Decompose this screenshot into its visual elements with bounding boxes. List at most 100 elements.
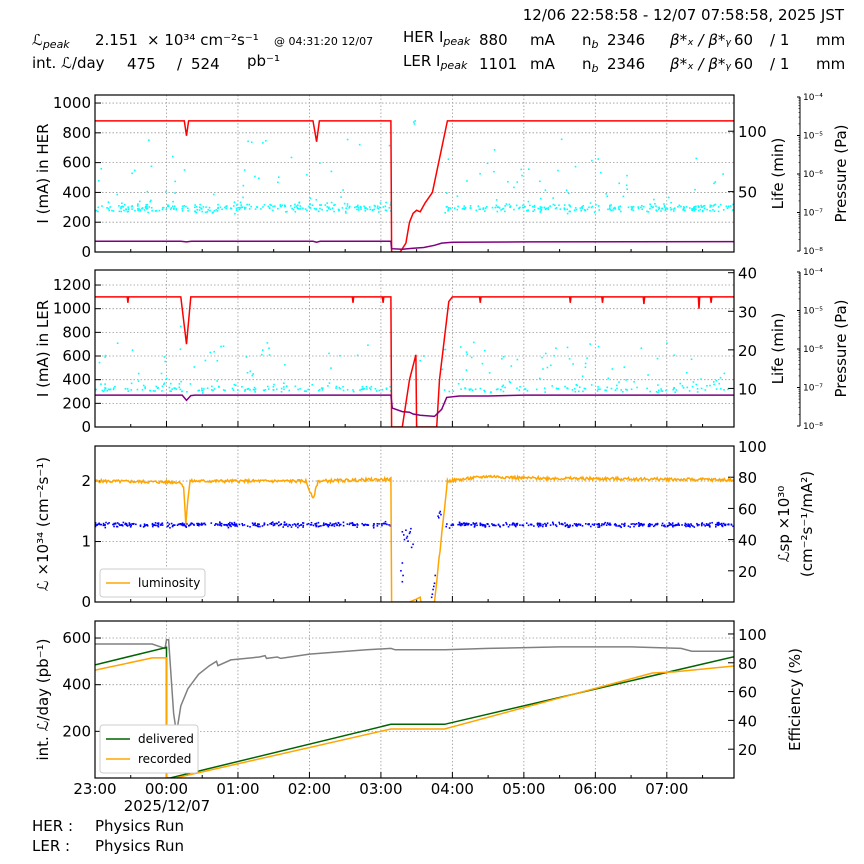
lifetime-point	[353, 206, 356, 209]
lifetime-point	[273, 383, 275, 386]
lifetime-point	[582, 204, 585, 207]
right-y-tick-label: 100	[738, 123, 767, 141]
lifetime-point	[299, 205, 302, 207]
lifetime-point	[320, 387, 323, 389]
lifetime-point	[680, 205, 682, 208]
lifetime-point	[692, 381, 695, 383]
specific-luminosity-point	[157, 523, 160, 526]
specific-luminosity-point	[511, 523, 514, 525]
lifetime-point	[181, 208, 184, 210]
lifetime-point	[685, 206, 688, 208]
specific-luminosity-point	[151, 522, 154, 525]
specific-luminosity-point	[380, 523, 383, 525]
specific-luminosity-point	[100, 523, 102, 526]
lifetime-point	[198, 209, 201, 211]
lifetime-point	[158, 209, 161, 212]
specific-luminosity-point	[309, 523, 312, 526]
lifetime-point	[479, 172, 481, 175]
lifetime-point	[713, 210, 716, 212]
y-tick-label: 1	[81, 533, 91, 551]
lifetime-point	[452, 390, 455, 393]
lifetime-point	[674, 391, 676, 393]
specific-luminosity-point	[114, 523, 117, 525]
lifetime-point	[597, 388, 599, 390]
lifetime-point	[286, 210, 288, 213]
lifetime-point	[502, 355, 505, 358]
lifetime-point	[684, 209, 686, 212]
right-y-tick-label: 10	[738, 380, 757, 398]
lifetime-point	[573, 387, 576, 390]
lifetime-point	[179, 325, 182, 328]
specific-luminosity-point	[329, 522, 332, 524]
lifetime-point	[657, 384, 659, 386]
lifetime-point	[447, 206, 450, 209]
specific-luminosity-point	[696, 524, 699, 527]
lifetime-point	[130, 382, 133, 385]
lifetime-point	[268, 354, 271, 356]
lifetime-point	[731, 209, 734, 211]
specific-luminosity-point	[499, 526, 502, 528]
specific-luminosity-point	[716, 522, 719, 524]
lifetime-point	[385, 201, 387, 204]
lifetime-point	[626, 174, 628, 177]
lifetime-point	[213, 350, 216, 353]
lifetime-point	[610, 387, 613, 390]
y-tick-label: 400	[62, 371, 91, 389]
specific-luminosity-point	[638, 523, 641, 525]
specific-luminosity-point	[233, 521, 236, 524]
lifetime-point	[611, 368, 614, 370]
lifetime-point	[145, 207, 147, 209]
lifetime-point	[457, 205, 459, 208]
pressure-tick-label: 10⁻⁴	[803, 268, 823, 278]
lifetime-point	[166, 205, 169, 207]
ler-ipeak-text: LER I	[403, 52, 440, 70]
lifetime-point	[729, 205, 732, 207]
lifetime-point	[700, 204, 702, 207]
specific-luminosity-point	[467, 522, 470, 525]
specific-luminosity-point	[647, 525, 650, 528]
her-beta-label: β*ₓ / β*ᵧ	[669, 31, 731, 49]
x-tick-label: 00:00	[145, 780, 188, 798]
specific-luminosity-point	[476, 524, 478, 527]
specific-luminosity-point	[125, 523, 128, 525]
specific-luminosity-point	[466, 523, 469, 526]
lifetime-point	[619, 205, 621, 208]
lifetime-point	[569, 205, 571, 208]
specific-luminosity-point	[291, 524, 294, 526]
lifetime-point	[123, 203, 126, 206]
specific-luminosity-point	[470, 524, 473, 526]
y-tick-label: 400	[62, 676, 91, 694]
lifetime-point	[495, 199, 498, 201]
specific-luminosity-point	[312, 524, 315, 527]
specific-luminosity-point	[108, 522, 110, 524]
specific-luminosity-point	[514, 524, 517, 527]
lifetime-point	[149, 200, 152, 203]
specific-luminosity-point	[604, 521, 606, 524]
lifetime-point	[456, 195, 459, 197]
lifetime-point	[444, 212, 447, 214]
lifetime-point	[339, 354, 341, 357]
lifetime-point	[330, 201, 333, 204]
specific-luminosity-point	[160, 523, 162, 526]
pressure-tick-label: 10⁻⁴	[803, 93, 823, 103]
specific-luminosity-point	[402, 534, 405, 536]
specific-luminosity-point	[483, 524, 486, 527]
specific-luminosity-point	[351, 522, 353, 525]
lifetime-point	[114, 385, 116, 388]
specific-luminosity-point	[161, 522, 164, 524]
lifetime-point	[579, 207, 582, 209]
lifetime-point	[566, 346, 569, 349]
lifetime-point	[235, 209, 238, 211]
lifetime-point	[422, 355, 425, 357]
lifetime-point	[372, 209, 374, 212]
lifetime-point	[120, 207, 122, 210]
specific-luminosity-point	[342, 521, 345, 524]
lifetime-point	[183, 169, 186, 171]
lifetime-point	[447, 209, 449, 212]
specific-luminosity-point	[618, 524, 621, 527]
lifetime-point	[703, 207, 706, 210]
lifetime-point	[302, 207, 304, 210]
lifetime-point	[539, 211, 542, 213]
lifetime-point	[215, 208, 218, 211]
efficiency-line	[95, 638, 734, 734]
